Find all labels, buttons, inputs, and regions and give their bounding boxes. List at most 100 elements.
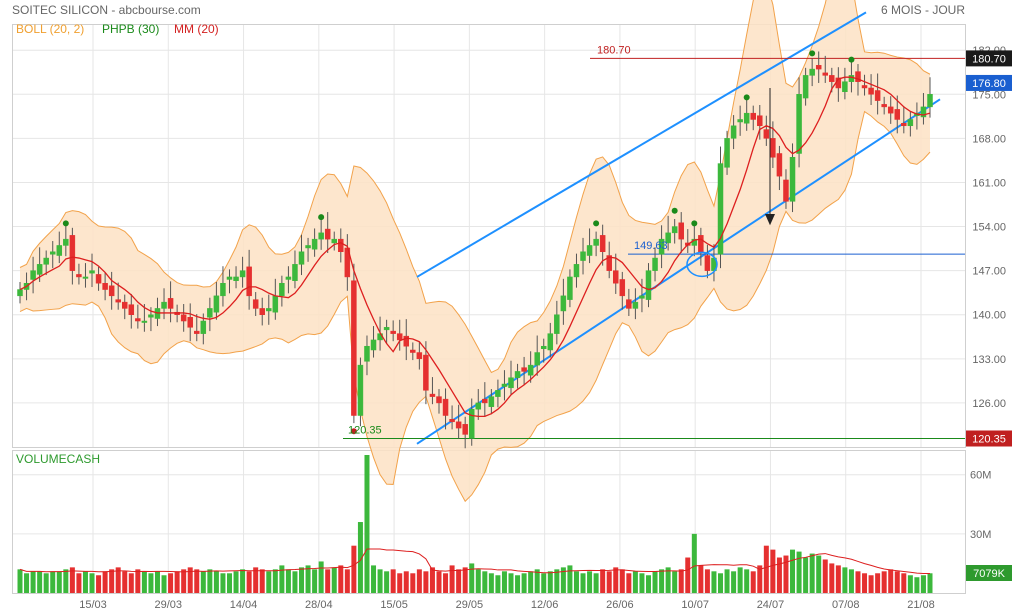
candle-body <box>567 276 573 300</box>
volume-bar <box>875 573 881 593</box>
y-tick-label: 147.00 <box>972 266 1006 278</box>
y-tick-label: 140.00 <box>972 310 1006 322</box>
volume-bar <box>312 569 318 593</box>
candle-body <box>645 270 652 300</box>
candle-body <box>128 304 135 315</box>
candle-body <box>311 238 318 250</box>
x-tick-label: 28/04 <box>305 599 333 611</box>
volume-bar <box>685 557 691 593</box>
candle-body <box>881 104 887 108</box>
candle-body <box>30 270 36 280</box>
volume-bar <box>37 571 43 593</box>
volume-bar <box>469 563 475 593</box>
volume-bar <box>76 573 82 593</box>
candle-body <box>442 398 449 416</box>
bollinger-bands <box>19 0 931 503</box>
channel-line <box>416 11 867 278</box>
highlight-circle <box>686 251 718 278</box>
volume-bar <box>364 455 370 593</box>
candle-body <box>868 87 874 95</box>
volume-bar <box>292 571 298 593</box>
x-tick-label: 10/07 <box>681 599 709 611</box>
candle-body <box>423 354 429 391</box>
candle-body <box>815 65 822 70</box>
volume-bar <box>580 573 586 593</box>
candle-body <box>501 383 508 387</box>
volume-bar <box>920 575 926 593</box>
candle-body <box>167 298 174 309</box>
phpb-high-marker <box>62 220 69 227</box>
volume-bar <box>305 565 311 593</box>
candle-body <box>527 364 534 376</box>
volume-bar <box>534 569 540 593</box>
volume-title: VOLUMECASH <box>16 452 100 466</box>
candle-body <box>410 349 416 353</box>
x-tick-label: 29/03 <box>155 599 183 611</box>
volume-bar <box>272 569 278 593</box>
candle-body <box>396 333 403 341</box>
candle-body <box>495 390 501 397</box>
volume-bar <box>161 575 167 593</box>
volume-bar <box>757 565 763 593</box>
volume-bar <box>796 551 802 593</box>
level-label: 180.70 <box>597 44 631 56</box>
candle-body <box>855 71 861 82</box>
volume-bar <box>750 571 756 593</box>
candle-body <box>239 270 246 278</box>
candle-body <box>848 75 855 82</box>
legend-mm: MM (20) <box>174 22 219 36</box>
candle-body <box>632 301 639 309</box>
candle-body <box>887 106 894 114</box>
candle-body <box>809 68 815 76</box>
volume-bar <box>744 569 750 593</box>
volume-bar <box>901 573 907 593</box>
volume-bar <box>665 567 671 593</box>
volume-bar <box>776 557 782 593</box>
volume-bar <box>816 555 822 593</box>
volume-bar <box>17 569 23 593</box>
volume-bar <box>168 573 174 593</box>
volume-bar <box>390 569 396 593</box>
volume-bar <box>122 571 128 593</box>
volume-bar <box>809 553 815 593</box>
candle-body <box>403 335 410 347</box>
volume-bar <box>416 569 422 593</box>
volume-bar <box>600 569 606 593</box>
volume-bar <box>639 573 645 593</box>
candle-body <box>390 330 396 334</box>
volume-bar <box>842 567 848 593</box>
volume-bar <box>803 557 809 593</box>
volume-bar <box>835 565 841 593</box>
candle-body <box>108 285 115 297</box>
candle-body <box>894 109 901 120</box>
candle-body <box>233 276 239 281</box>
candle-body <box>652 257 658 271</box>
candle-body <box>717 163 724 255</box>
phpb-low-marker <box>350 428 357 435</box>
candle-body <box>351 280 357 416</box>
volume-bar <box>770 549 776 593</box>
volume-bar <box>410 573 416 593</box>
candle-body <box>514 371 521 378</box>
volume-bar <box>207 569 213 593</box>
volume-bars <box>17 455 933 593</box>
candle-body <box>907 119 914 127</box>
y-tick-label: 154.00 <box>972 222 1006 234</box>
volume-tick-label: 30M <box>970 529 991 541</box>
candle-body <box>730 125 737 139</box>
candle-body <box>141 320 148 323</box>
candle-body <box>338 238 344 252</box>
candle-body <box>698 235 704 252</box>
volume-bar <box>115 567 121 593</box>
volume-bar <box>318 561 324 593</box>
horizontal-levels <box>343 57 965 439</box>
volume-bar <box>429 567 435 593</box>
band-area <box>20 0 930 502</box>
candle-body <box>599 235 606 252</box>
candle-body <box>298 251 305 265</box>
candle-body <box>121 301 128 309</box>
price-tag <box>966 50 1012 67</box>
volume-last-tag-label: 7079K <box>973 568 1005 580</box>
price-tag-label: 180.70 <box>972 53 1006 65</box>
